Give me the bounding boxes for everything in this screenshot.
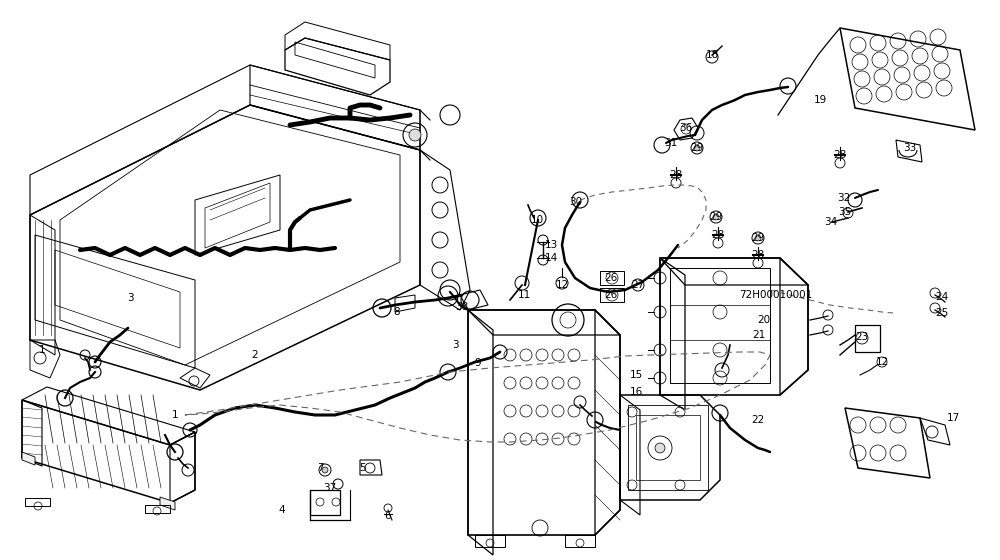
Text: 20: 20 <box>757 315 771 325</box>
Text: 4: 4 <box>279 505 285 515</box>
Bar <box>475 535 505 547</box>
Circle shape <box>655 443 665 453</box>
Text: 29: 29 <box>709 212 723 222</box>
Text: 29: 29 <box>690 143 704 153</box>
Text: 24: 24 <box>935 292 949 302</box>
Text: 35: 35 <box>838 207 852 217</box>
Text: 28: 28 <box>711 230 725 240</box>
Circle shape <box>409 129 421 141</box>
Text: 33: 33 <box>903 143 917 153</box>
Bar <box>565 535 595 547</box>
Polygon shape <box>160 497 175 510</box>
Text: 29: 29 <box>751 233 765 243</box>
Text: 23: 23 <box>855 332 869 342</box>
Text: 2: 2 <box>252 350 258 360</box>
Text: 18: 18 <box>705 50 719 60</box>
Text: 9: 9 <box>475 358 481 368</box>
Bar <box>145 505 170 513</box>
Bar <box>25 498 50 506</box>
Text: 16: 16 <box>629 387 643 397</box>
Text: 5: 5 <box>359 463 365 473</box>
Text: 12: 12 <box>555 280 569 290</box>
Text: 72H00010001: 72H00010001 <box>739 290 813 300</box>
Text: 12: 12 <box>875 357 889 367</box>
Text: 13: 13 <box>544 240 558 250</box>
Text: 38: 38 <box>455 302 469 312</box>
Text: 28: 28 <box>833 150 847 160</box>
Bar <box>636 415 700 480</box>
Text: 6: 6 <box>385 511 391 521</box>
Text: 34: 34 <box>824 217 838 227</box>
Text: 26: 26 <box>604 290 618 300</box>
Text: 31: 31 <box>664 138 678 148</box>
Text: 26: 26 <box>604 273 618 283</box>
Circle shape <box>713 214 719 220</box>
Text: 8: 8 <box>394 307 400 317</box>
Polygon shape <box>22 452 35 465</box>
Text: 27: 27 <box>631 280 645 290</box>
Text: 17: 17 <box>946 413 960 423</box>
Text: 21: 21 <box>752 330 766 340</box>
Text: 19: 19 <box>813 95 827 105</box>
Text: 1: 1 <box>172 410 178 420</box>
Text: 25: 25 <box>935 308 949 318</box>
Text: 30: 30 <box>569 197 583 207</box>
Bar <box>628 405 708 490</box>
Text: 22: 22 <box>751 415 765 425</box>
Text: 11: 11 <box>517 290 531 300</box>
Text: 14: 14 <box>544 253 558 263</box>
Text: 7: 7 <box>317 463 323 473</box>
Text: 37: 37 <box>323 483 337 493</box>
Text: 28: 28 <box>669 170 683 180</box>
Text: 10: 10 <box>530 215 544 225</box>
Text: 36: 36 <box>679 123 693 133</box>
Circle shape <box>755 235 761 241</box>
Circle shape <box>694 145 700 151</box>
Text: 3: 3 <box>452 340 458 350</box>
Text: 15: 15 <box>629 370 643 380</box>
Bar <box>670 268 770 383</box>
Text: 1: 1 <box>39 345 45 355</box>
Text: 3: 3 <box>127 293 133 303</box>
Text: 28: 28 <box>751 250 765 260</box>
Circle shape <box>322 467 328 473</box>
Text: 32: 32 <box>837 193 851 203</box>
